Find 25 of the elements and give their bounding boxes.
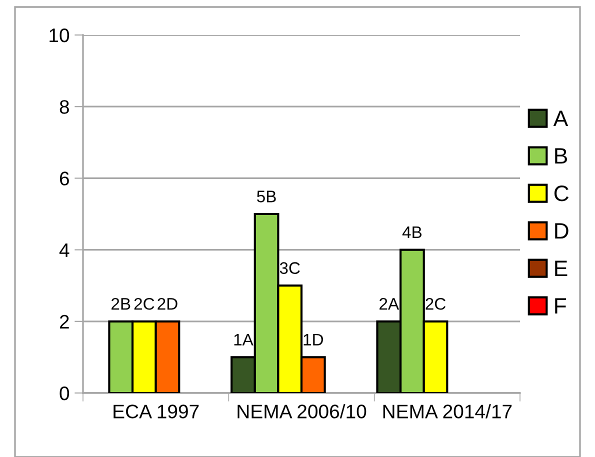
data-label: 5B [257,190,276,202]
data-label: 2B [112,298,130,310]
data-label: 2A [380,298,400,310]
data-label: 3C [280,262,300,274]
data-label: 1A [234,334,254,346]
y-tick-label: 2 [60,314,69,328]
data-label: 2C [134,298,154,310]
legend-label: F [555,298,566,314]
y-tick-label: 0 [60,386,70,400]
legend-label: D [555,223,568,239]
y-tick-label: 8 [60,100,69,114]
legend-label: A [553,110,568,126]
x-tick-label: NEMA 2006/10 [238,404,366,418]
legend-label: B [555,148,567,164]
y-tick-label: 10 [50,28,70,42]
data-label: 2C [426,298,446,310]
y-tick-label: 4 [59,243,70,257]
y-tick-label: 6 [60,172,69,186]
data-label: 1D [304,334,324,346]
data-label: 2D [158,298,178,310]
x-tick-label: NEMA 2014/17 [383,404,512,418]
legend-label: E [555,260,568,276]
x-tick-label: ECA 1997 [114,404,199,418]
data-label: 4B [402,226,422,238]
legend-label: C [554,186,569,202]
